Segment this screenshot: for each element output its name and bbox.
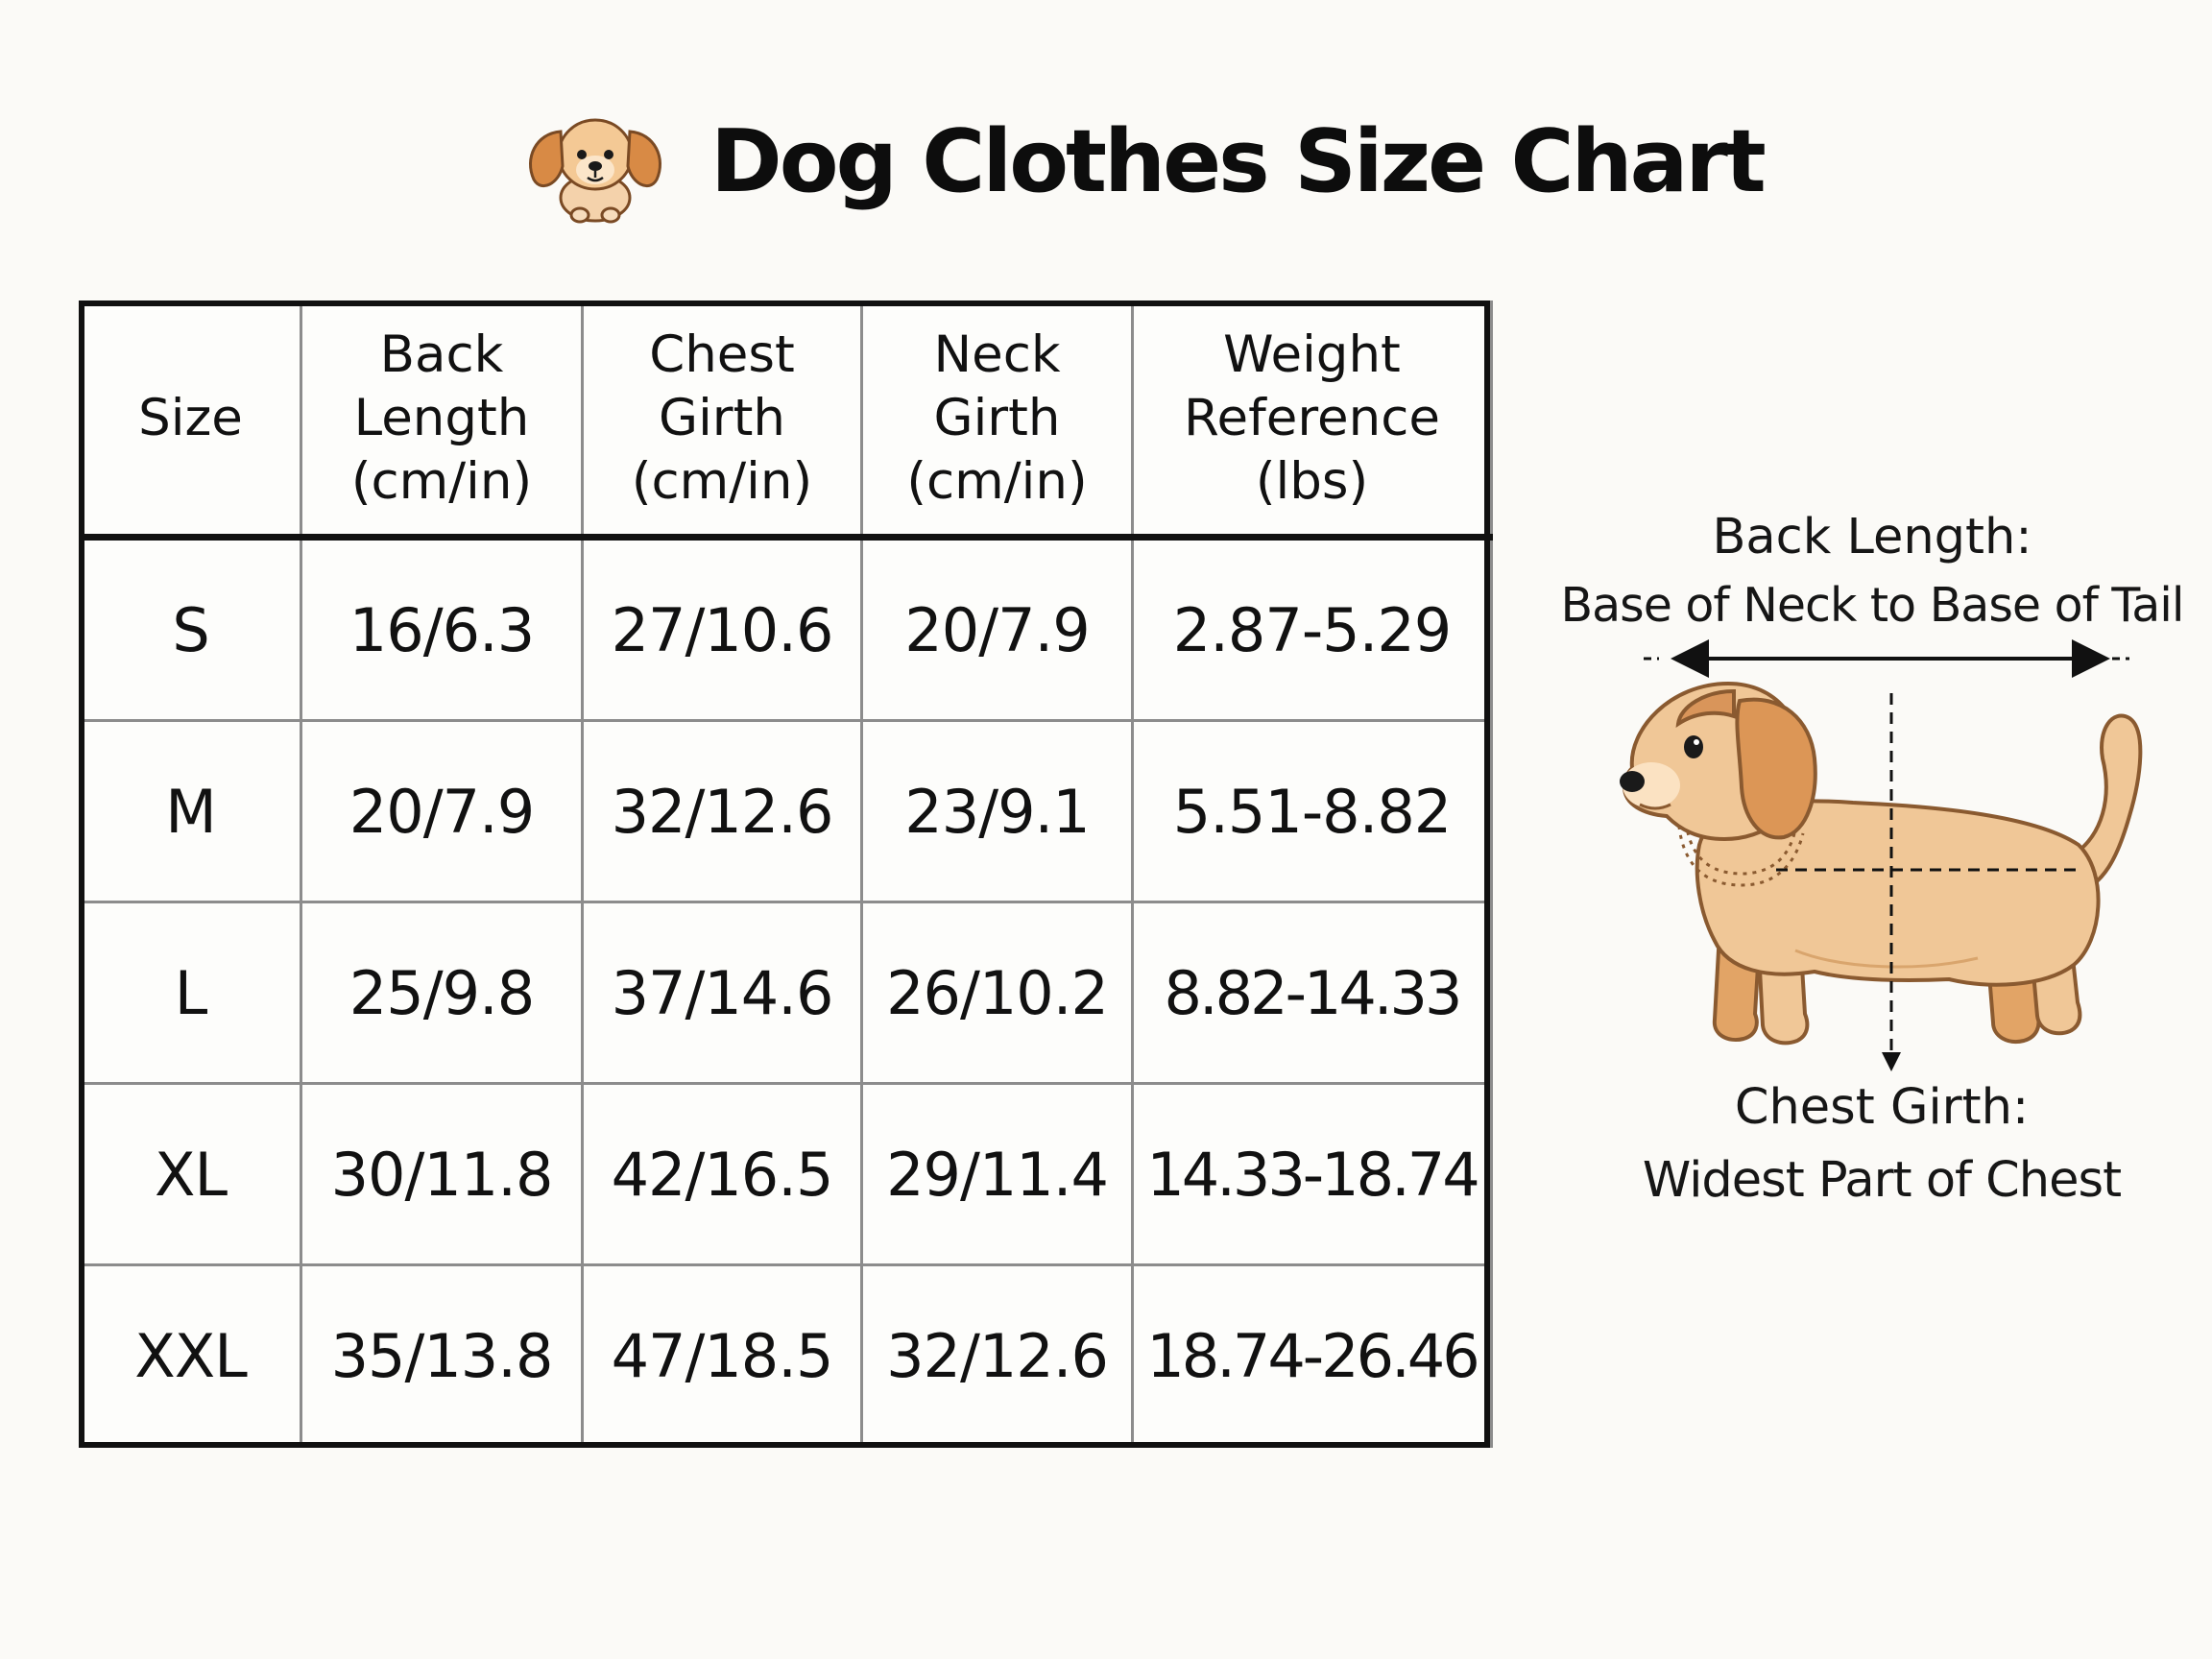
neck-girth-cell: 29/11.4 xyxy=(860,1082,1134,1266)
header-back-length: Back Length (cm/in) xyxy=(300,301,584,541)
chest-girth-cell: 37/14.6 xyxy=(581,901,863,1085)
header-neck-girth-line: Neck xyxy=(933,325,1061,384)
header-back-length-line: Back xyxy=(379,325,504,384)
header-back-length-line: Length xyxy=(353,389,530,447)
size-cell: M xyxy=(79,719,302,903)
chest-girth-cell: 32/12.6 xyxy=(581,719,863,903)
back-length-cell: 16/6.3 xyxy=(300,536,584,722)
weight-cell: 14.33-18.74 xyxy=(1131,1082,1493,1266)
chest-girth-description: Widest Part of Chest xyxy=(1642,1152,2122,1209)
size-cell: S xyxy=(79,536,302,722)
page-title: Dog Clothes Size Chart xyxy=(710,110,1767,212)
header-size: Size xyxy=(79,301,302,541)
back-length-title: Back Length: xyxy=(1712,509,2032,565)
header-chest-girth: Chest Girth (cm/in) xyxy=(581,301,863,541)
neck-girth-cell: 32/12.6 xyxy=(860,1263,1134,1448)
chest-girth-cell: 47/18.5 xyxy=(581,1263,863,1448)
header-weight-line: Weight xyxy=(1223,325,1401,384)
size-cell: L xyxy=(79,901,302,1085)
table-row: XL 30/11.8 42/16.5 29/11.4 14.33-18.74 xyxy=(79,1082,1493,1266)
header-neck-girth: Neck Girth (cm/in) xyxy=(860,301,1134,541)
header-weight-reference: Weight Reference (lbs) xyxy=(1131,301,1493,541)
back-length-cell: 30/11.8 xyxy=(300,1082,584,1266)
back-length-cell: 25/9.8 xyxy=(300,901,584,1085)
chest-girth-arrow xyxy=(1776,693,2083,1071)
back-length-cell: 35/13.8 xyxy=(300,1263,584,1448)
chest-girth-cell: 27/10.6 xyxy=(581,536,863,722)
size-chart-table: Size Back Length (cm/in) Chest Girth (cm… xyxy=(79,301,1493,1448)
table-row: M 20/7.9 32/12.6 23/9.1 5.51-8.82 xyxy=(79,719,1493,903)
header-size-line: Size xyxy=(138,389,243,447)
table-header-row: Size Back Length (cm/in) Chest Girth (cm… xyxy=(79,301,1493,541)
header-chest-girth-line: Chest xyxy=(649,325,795,384)
weight-cell: 18.74-26.46 xyxy=(1131,1263,1493,1448)
puppy-face-icon xyxy=(529,118,661,224)
weight-cell: 2.87-5.29 xyxy=(1131,536,1493,722)
neck-girth-cell: 23/9.1 xyxy=(860,719,1134,903)
back-length-cell: 20/7.9 xyxy=(300,719,584,903)
header-chest-girth-unit: (cm/in) xyxy=(631,452,813,511)
header-chest-girth-line: Girth xyxy=(659,389,785,447)
dog-measurement-illustration xyxy=(1620,639,2143,1071)
table-row: L 25/9.8 37/14.6 26/10.2 8.82-14.33 xyxy=(79,901,1493,1085)
header-weight-unit: (lbs) xyxy=(1255,452,1369,511)
title-row: Dog Clothes Size Chart xyxy=(518,94,1767,228)
size-cell: XL xyxy=(79,1082,302,1266)
header-back-length-unit: (cm/in) xyxy=(350,452,533,511)
header-neck-girth-line: Girth xyxy=(933,389,1061,447)
neck-girth-cell: 20/7.9 xyxy=(860,536,1134,722)
size-cell: XXL xyxy=(79,1263,302,1448)
weight-cell: 5.51-8.82 xyxy=(1131,719,1493,903)
back-length-description: Base of Neck to Base of Tail xyxy=(1560,578,2185,633)
weight-cell: 8.82-14.33 xyxy=(1131,901,1493,1085)
header-weight-line: Reference xyxy=(1184,389,1440,447)
header-neck-girth-unit: (cm/in) xyxy=(906,452,1088,511)
table-row: XXL 35/13.8 47/18.5 32/12.6 18.74-26.46 xyxy=(79,1263,1493,1448)
chest-girth-cell: 42/16.5 xyxy=(581,1082,863,1266)
table-row: S 16/6.3 27/10.6 20/7.9 2.87-5.29 xyxy=(79,536,1493,722)
chest-girth-title: Chest Girth: xyxy=(1734,1079,2030,1136)
neck-girth-cell: 26/10.2 xyxy=(860,901,1134,1085)
